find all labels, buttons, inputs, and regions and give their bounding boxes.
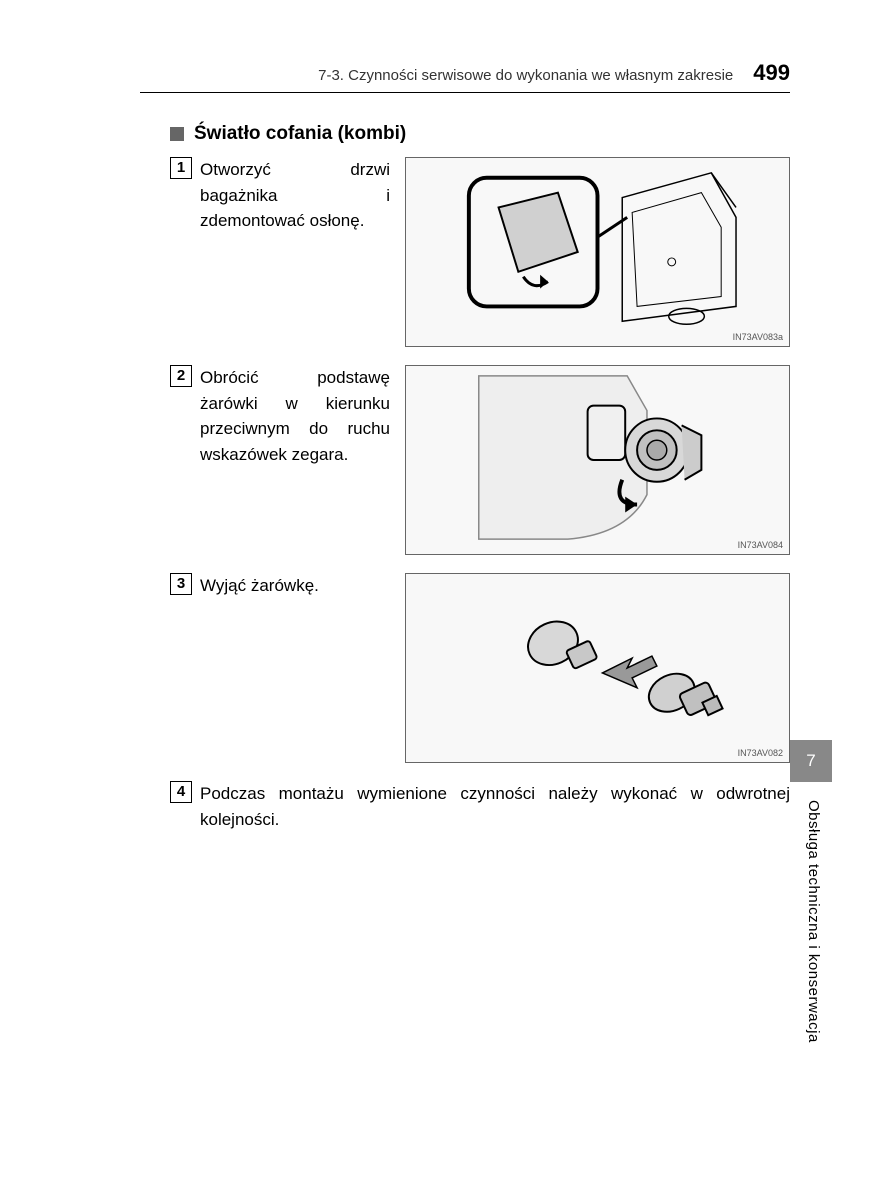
section-title: Światło cofania (kombi) bbox=[194, 123, 406, 145]
chapter-tab: 7 bbox=[790, 740, 832, 782]
chapter-tab-number: 7 bbox=[806, 751, 815, 771]
img-label-1: IN73AV083a bbox=[733, 332, 783, 342]
step-4-text: Podczas montażu wymienione czynności nal… bbox=[200, 781, 790, 832]
step-number-box: 2 bbox=[170, 365, 192, 387]
step-1-text: Otworzyć drzwi bagażnika i zdemontować o… bbox=[200, 157, 390, 234]
step-2-text-col: 2 Obrócić podstawę żarówki w kierunku pr… bbox=[170, 365, 405, 467]
page-number: 499 bbox=[753, 60, 790, 86]
step-2-image: IN73AV084 bbox=[405, 365, 790, 555]
step-1-text-col: 1 Otworzyć drzwi bagażnika i zdemontować… bbox=[170, 157, 405, 234]
step-3-image: IN73AV082 bbox=[405, 573, 790, 763]
step-4: 4 Podczas montażu wymienione czynności n… bbox=[170, 781, 790, 832]
section-title-row: Światło cofania (kombi) bbox=[170, 123, 790, 145]
step-3: 3 Wyjąć żarówkę. IN73AV082 bbox=[170, 573, 790, 763]
content: Światło cofania (kombi) 1 Otworzyć drzwi… bbox=[140, 123, 790, 832]
step-1: 1 Otworzyć drzwi bagażnika i zdemontować… bbox=[170, 157, 790, 347]
step-number-box: 1 bbox=[170, 157, 192, 179]
square-bullet-icon bbox=[170, 127, 184, 141]
step-2-text: Obrócić podstawę żarówki w kierunku prze… bbox=[200, 365, 390, 467]
chapter-side-label: Obsługa techniczna i konserwacja bbox=[805, 800, 822, 1043]
step-number-box: 3 bbox=[170, 573, 192, 595]
step-3-text: Wyjąć żarówkę. bbox=[200, 573, 319, 599]
header-section-text: 7-3. Czynności serwisowe do wykonania we… bbox=[318, 67, 733, 84]
step-number-box: 4 bbox=[170, 781, 192, 803]
img-label-2: IN73AV084 bbox=[738, 540, 783, 550]
step-1-image: IN73AV083a bbox=[405, 157, 790, 347]
header: 7-3. Czynności serwisowe do wykonania we… bbox=[140, 60, 790, 93]
step-2: 2 Obrócić podstawę żarówki w kierunku pr… bbox=[170, 365, 790, 555]
img-label-3: IN73AV082 bbox=[738, 748, 783, 758]
step-3-text-col: 3 Wyjąć żarówkę. bbox=[170, 573, 405, 599]
page: 7-3. Czynności serwisowe do wykonania we… bbox=[0, 0, 880, 1200]
